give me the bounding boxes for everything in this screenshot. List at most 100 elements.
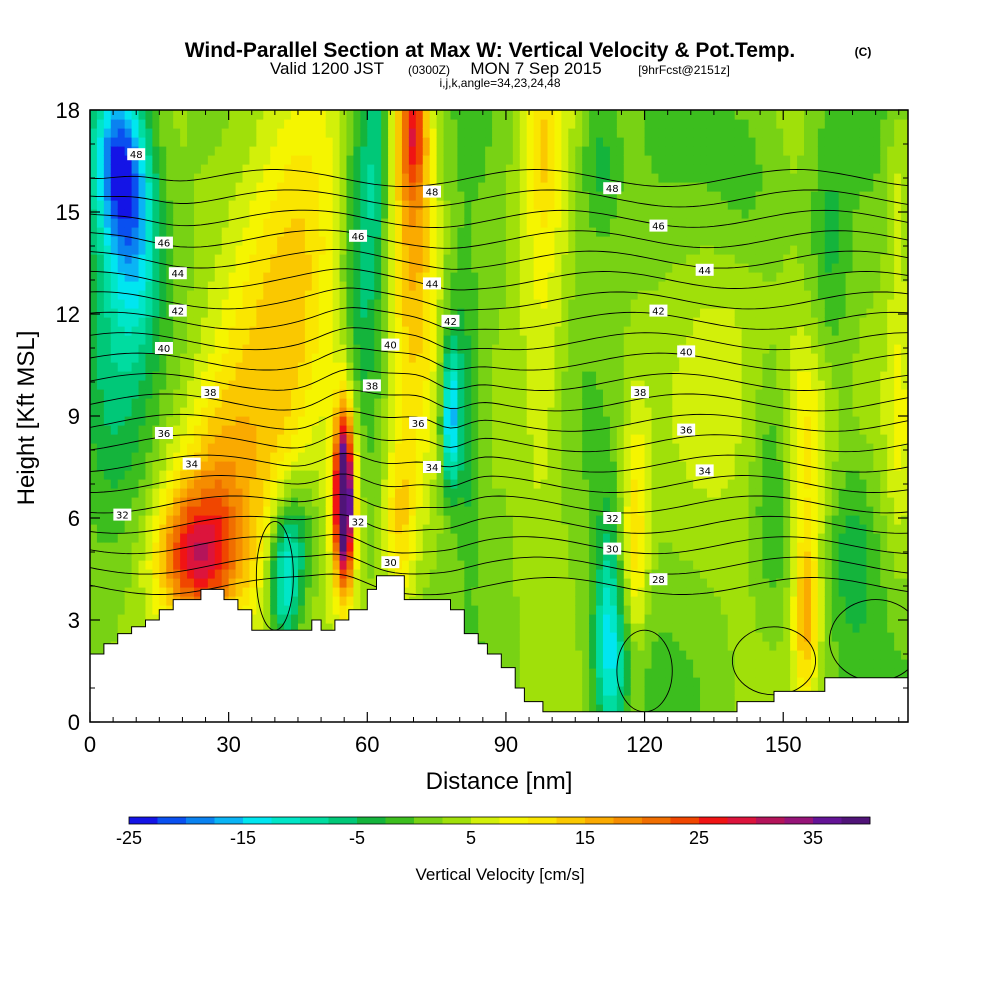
velocity-cell <box>381 488 389 498</box>
velocity-cell <box>263 416 271 426</box>
velocity-cell <box>436 569 445 579</box>
velocity-cell <box>311 119 320 129</box>
velocity-cell <box>103 317 112 327</box>
velocity-cell <box>395 263 403 273</box>
velocity-cell <box>96 461 105 471</box>
velocity-cell <box>207 344 216 354</box>
velocity-cell <box>90 542 98 552</box>
velocity-cell <box>124 200 133 210</box>
velocity-cell <box>249 596 257 606</box>
velocity-cell <box>256 290 264 300</box>
velocity-cell <box>325 461 334 471</box>
velocity-cell <box>401 299 410 309</box>
velocity-cell <box>485 164 493 174</box>
velocity-cell <box>235 119 244 129</box>
velocity-cell <box>533 695 542 705</box>
velocity-cell <box>207 110 216 120</box>
velocity-cell <box>145 281 153 291</box>
velocity-cell <box>526 587 535 597</box>
velocity-cell <box>464 227 472 237</box>
velocity-cell <box>180 488 188 498</box>
velocity-cell <box>346 191 355 201</box>
velocity-cell <box>166 560 174 570</box>
velocity-cell <box>187 389 195 399</box>
velocity-cell <box>485 578 493 588</box>
velocity-cell <box>374 425 382 435</box>
velocity-cell <box>519 308 528 318</box>
velocity-cell <box>547 164 556 174</box>
velocity-cell <box>561 371 569 381</box>
velocity-cell <box>173 155 181 165</box>
velocity-cell <box>485 128 493 138</box>
velocity-cell <box>166 164 174 174</box>
velocity-cell <box>547 587 556 597</box>
velocity-cell <box>166 542 174 552</box>
velocity-cell <box>388 569 396 579</box>
velocity-cell <box>270 335 278 345</box>
velocity-cell <box>221 146 230 156</box>
velocity-cell <box>110 389 119 399</box>
velocity-cell <box>443 173 452 183</box>
velocity-cell <box>401 272 410 282</box>
velocity-cell <box>582 326 590 336</box>
velocity-cell <box>512 560 521 570</box>
velocity-cell <box>256 335 264 345</box>
velocity-cell <box>485 146 493 156</box>
velocity-cell <box>131 488 140 498</box>
velocity-cell <box>277 281 285 291</box>
velocity-cell <box>485 173 493 183</box>
velocity-cell <box>367 155 375 165</box>
velocity-cell <box>395 551 403 561</box>
velocity-cell <box>492 299 500 309</box>
velocity-cell <box>297 470 306 480</box>
velocity-cell <box>152 173 160 183</box>
velocity-cell <box>540 353 549 363</box>
velocity-cell <box>311 488 320 498</box>
velocity-cell <box>311 425 320 435</box>
velocity-cell <box>512 272 521 282</box>
velocity-cell <box>221 191 230 201</box>
velocity-cell <box>450 272 458 282</box>
velocity-cell <box>457 200 465 210</box>
velocity-cell <box>138 443 147 453</box>
velocity-cell <box>207 317 216 327</box>
velocity-cell <box>221 254 230 264</box>
velocity-cell <box>242 344 251 354</box>
velocity-cell <box>443 254 452 264</box>
velocity-cell <box>478 569 486 579</box>
velocity-cell <box>138 164 147 174</box>
velocity-cell <box>207 236 216 246</box>
velocity-cell <box>395 155 403 165</box>
velocity-cell <box>249 380 257 390</box>
velocity-cell <box>471 542 479 552</box>
velocity-cell <box>505 515 514 525</box>
velocity-cell <box>325 272 334 282</box>
velocity-cell <box>367 533 375 543</box>
velocity-cell <box>554 686 562 696</box>
velocity-cell <box>103 272 112 282</box>
velocity-cell <box>367 227 375 237</box>
velocity-cell <box>263 533 271 543</box>
velocity-cell <box>533 263 542 273</box>
velocity-cell <box>381 443 389 453</box>
velocity-cell <box>90 182 98 192</box>
velocity-cell <box>519 587 528 597</box>
velocity-cell <box>533 353 542 363</box>
velocity-cell <box>457 398 465 408</box>
velocity-cell <box>284 110 292 120</box>
velocity-cell <box>464 488 472 498</box>
velocity-cell <box>443 416 452 426</box>
velocity-cell <box>304 389 313 399</box>
velocity-cell <box>512 443 521 453</box>
velocity-cell <box>207 488 216 498</box>
velocity-cell <box>360 155 368 165</box>
velocity-cell <box>360 317 368 327</box>
velocity-cell <box>138 263 147 273</box>
velocity-cell <box>180 218 188 228</box>
velocity-cell <box>554 452 562 462</box>
velocity-cell <box>117 542 126 552</box>
velocity-cell <box>589 290 597 300</box>
velocity-cell <box>214 128 223 138</box>
velocity-cell <box>221 524 230 534</box>
velocity-cell <box>152 587 160 597</box>
